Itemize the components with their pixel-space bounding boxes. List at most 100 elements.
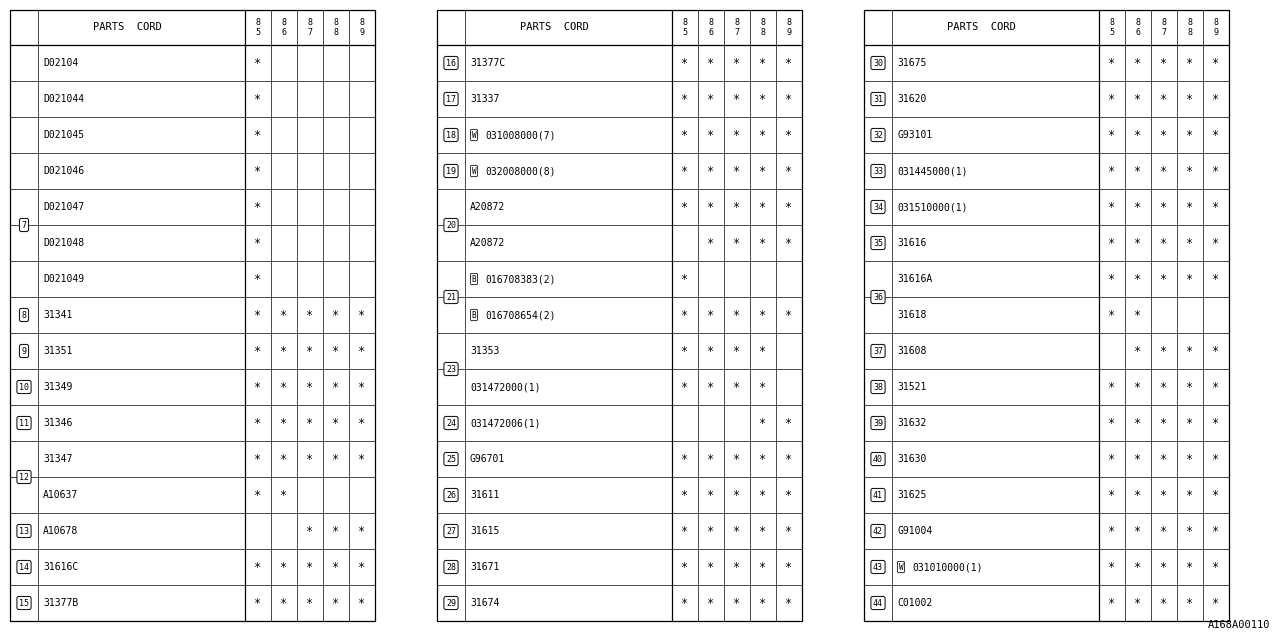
Text: *: * (759, 200, 767, 214)
Text: *: * (708, 56, 714, 70)
Text: *: * (280, 488, 288, 502)
Text: *: * (1187, 381, 1193, 394)
Text: 031510000(1): 031510000(1) (897, 202, 968, 212)
Text: *: * (255, 164, 261, 177)
Text: *: * (280, 417, 288, 429)
Text: *: * (786, 56, 792, 70)
Text: 31347: 31347 (44, 454, 73, 464)
Text: 26: 26 (445, 490, 456, 499)
Text: *: * (1212, 200, 1220, 214)
Text: *: * (255, 596, 261, 609)
Text: *: * (255, 452, 261, 465)
Text: 031010000(1): 031010000(1) (911, 562, 983, 572)
Text: *: * (1212, 129, 1220, 141)
Text: *: * (1134, 164, 1142, 177)
Text: D021047: D021047 (44, 202, 84, 212)
Text: 031472000(1): 031472000(1) (470, 382, 540, 392)
Text: *: * (681, 129, 689, 141)
Text: *: * (1161, 452, 1167, 465)
Text: 31620: 31620 (897, 94, 927, 104)
Text: *: * (733, 488, 741, 502)
Text: 14: 14 (19, 563, 29, 572)
Text: *: * (1187, 129, 1193, 141)
Text: *: * (733, 129, 741, 141)
Text: *: * (255, 308, 261, 321)
Text: 31377C: 31377C (470, 58, 506, 68)
Text: D021049: D021049 (44, 274, 84, 284)
Bar (864, 10, 1229, 621)
Text: 031008000(7): 031008000(7) (485, 130, 556, 140)
Text: 31353: 31353 (470, 346, 499, 356)
Text: *: * (1161, 164, 1167, 177)
Text: D021048: D021048 (44, 238, 84, 248)
Text: *: * (1161, 200, 1167, 214)
Text: *: * (708, 561, 714, 573)
Text: *: * (681, 561, 689, 573)
Text: 8
6: 8 6 (282, 18, 287, 37)
Text: *: * (1187, 93, 1193, 106)
Text: 31341: 31341 (44, 310, 73, 320)
Text: *: * (681, 596, 689, 609)
Text: *: * (786, 93, 792, 106)
Text: 28: 28 (445, 563, 456, 572)
Text: *: * (759, 344, 767, 358)
Text: *: * (759, 417, 767, 429)
Text: *: * (786, 200, 792, 214)
Text: 016708654(2): 016708654(2) (485, 310, 556, 320)
Text: 31377B: 31377B (44, 598, 78, 608)
Text: *: * (1108, 200, 1116, 214)
Text: *: * (1187, 488, 1193, 502)
Text: *: * (255, 56, 261, 70)
Text: *: * (255, 93, 261, 106)
Text: 39: 39 (873, 419, 883, 428)
Text: *: * (1108, 56, 1116, 70)
Text: *: * (681, 56, 689, 70)
Text: 41: 41 (873, 490, 883, 499)
Text: *: * (280, 452, 288, 465)
Text: *: * (759, 381, 767, 394)
Text: 31521: 31521 (897, 382, 927, 392)
Text: *: * (708, 381, 714, 394)
Text: B: B (472, 275, 476, 284)
Text: D021046: D021046 (44, 166, 84, 176)
Text: 31: 31 (873, 95, 883, 104)
Text: 8
7: 8 7 (307, 18, 312, 37)
Text: *: * (358, 344, 366, 358)
Text: *: * (333, 344, 339, 358)
Text: *: * (733, 344, 741, 358)
Text: G91004: G91004 (897, 526, 932, 536)
Text: 8
8: 8 8 (334, 18, 338, 37)
Text: *: * (1134, 273, 1142, 285)
Text: *: * (1212, 488, 1220, 502)
Text: *: * (681, 200, 689, 214)
Text: 40: 40 (873, 454, 883, 463)
Text: *: * (1108, 129, 1116, 141)
Text: PARTS  CORD: PARTS CORD (93, 22, 161, 33)
Text: 42: 42 (873, 527, 883, 536)
Text: 8
9: 8 9 (1213, 18, 1219, 37)
Text: 8
7: 8 7 (735, 18, 740, 37)
Text: *: * (306, 596, 314, 609)
Text: *: * (1187, 561, 1193, 573)
Text: 31625: 31625 (897, 490, 927, 500)
Text: *: * (708, 237, 714, 250)
Text: *: * (786, 596, 792, 609)
Text: 27: 27 (445, 527, 456, 536)
Text: *: * (333, 308, 339, 321)
Text: *: * (759, 308, 767, 321)
Text: 31630: 31630 (897, 454, 927, 464)
Text: *: * (1161, 488, 1167, 502)
Text: 8
8: 8 8 (760, 18, 765, 37)
Text: 12: 12 (19, 472, 29, 481)
Text: 31337: 31337 (470, 94, 499, 104)
Text: *: * (1108, 596, 1116, 609)
Text: *: * (255, 273, 261, 285)
Text: *: * (1212, 237, 1220, 250)
Text: 19: 19 (445, 166, 456, 175)
Text: *: * (759, 488, 767, 502)
Text: *: * (1187, 56, 1193, 70)
Text: 15: 15 (19, 598, 29, 607)
Text: 8
5: 8 5 (256, 18, 261, 37)
Text: *: * (1187, 596, 1193, 609)
Text: *: * (255, 200, 261, 214)
